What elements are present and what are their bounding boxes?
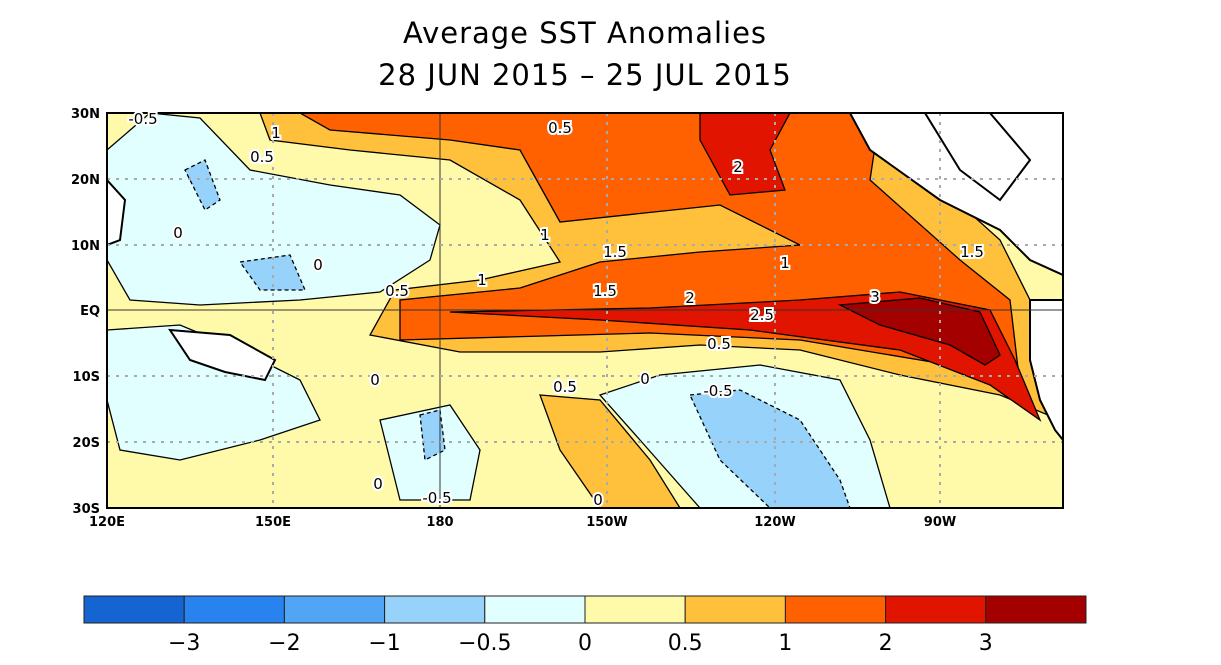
contour-label: 2 <box>733 158 743 176</box>
region-neg-west <box>107 113 441 306</box>
land-maritime <box>107 178 277 382</box>
contour-label: 1.5 <box>603 243 627 261</box>
colorbar-swatch <box>384 595 486 624</box>
lon-label: 90W <box>924 515 956 530</box>
contour-label: -0.5 <box>703 382 732 400</box>
colorbar-tick-label: 1 <box>778 631 792 656</box>
colorbar-tick-label: 0.5 <box>668 631 703 656</box>
colorbar-swatch <box>684 595 786 624</box>
colorbar-tick-label: 3 <box>979 631 993 656</box>
colorbar-swatch <box>985 595 1087 624</box>
colorbar-tick-label: −1 <box>368 631 400 656</box>
lon-label: 180 <box>426 515 453 530</box>
lon-label: 150W <box>586 515 627 530</box>
region-lt-neg1-w <box>184 159 446 461</box>
contour-label: 2.5 <box>750 306 774 324</box>
colorbar-tick-label: −0.5 <box>458 631 511 656</box>
region-lt-neg1 <box>689 389 851 508</box>
contour-label: 1 <box>271 124 281 142</box>
contour-label: -0.5 <box>128 110 157 128</box>
contour-label: 0.5 <box>707 335 731 353</box>
contour-label: 0 <box>370 371 380 389</box>
lat-label: 30S <box>73 502 100 517</box>
colorbar-swatch <box>484 595 586 624</box>
contour-label: 0 <box>313 256 323 274</box>
lat-axis: 30N 20N 10N EQ 10S 20S 30S <box>71 107 100 517</box>
lat-label: 20S <box>73 436 100 451</box>
lat-label: EQ <box>80 304 100 319</box>
lat-label: 20N <box>71 173 100 188</box>
colorbar-tick-label: 0 <box>578 631 592 656</box>
contour-label: 0.5 <box>250 148 274 166</box>
contour-label: 1.5 <box>960 243 984 261</box>
lon-label: 150E <box>255 515 291 530</box>
contour-label: 1.5 <box>593 282 617 300</box>
colorbar-swatch <box>784 595 887 624</box>
colorbar-swatch <box>584 595 686 624</box>
colorbar: −3 −2 −1 −0.5 0 0.5 1 2 3 <box>83 595 1087 656</box>
contour-label: 0.5 <box>548 119 572 137</box>
map-title: Average SST Anomalies <box>402 16 768 50</box>
contour-label: 0 <box>593 491 603 509</box>
lon-label: 120E <box>89 515 125 530</box>
map-frame <box>106 112 1064 509</box>
land-south-america <box>1029 299 1063 442</box>
lon-axis: 120E 150E 180 150W 120W 90W <box>89 515 956 530</box>
contour-label: 0.5 <box>553 378 577 396</box>
colorbar-tick-label: 2 <box>879 631 893 656</box>
contour-labels: -0.5 1 0.5 0 0 0.5 1 1.5 1 2 1 1.5 1.5 2 2.5 3 0.5 0 0 0.5 -… <box>126 108 986 511</box>
region-0.5-1-sw <box>539 394 681 508</box>
contour-label: 0.5 <box>385 282 409 300</box>
colorbar-swatch <box>885 595 987 624</box>
contour-label: 1 <box>780 254 790 272</box>
contour-label: 0 <box>373 475 383 493</box>
lon-label: 120W <box>754 515 795 530</box>
contour-label: 0 <box>640 370 650 388</box>
contour-label: 3 <box>870 288 880 306</box>
region-2-3-north <box>699 113 791 196</box>
lat-label: 10S <box>73 370 100 385</box>
contour-label: 1 <box>540 226 550 244</box>
colorbar-tick-label: −2 <box>268 631 300 656</box>
land-north-america <box>848 113 1063 277</box>
contour-label: 1 <box>477 271 487 289</box>
region-gt3 <box>837 297 1001 366</box>
colorbar-swatch <box>283 595 386 624</box>
lat-label: 10N <box>71 239 100 254</box>
lat-label: 30N <box>71 107 100 122</box>
colorbar-swatch <box>83 595 185 624</box>
contour-label: 0 <box>173 224 183 242</box>
contour-label: 2 <box>685 289 695 307</box>
colorbar-tick-label: −3 <box>168 631 200 656</box>
map-subtitle: 28 JUN 2015 – 25 JUL 2015 <box>378 58 792 92</box>
colorbar-swatch <box>183 595 285 624</box>
contour-label: -0.5 <box>422 489 451 507</box>
